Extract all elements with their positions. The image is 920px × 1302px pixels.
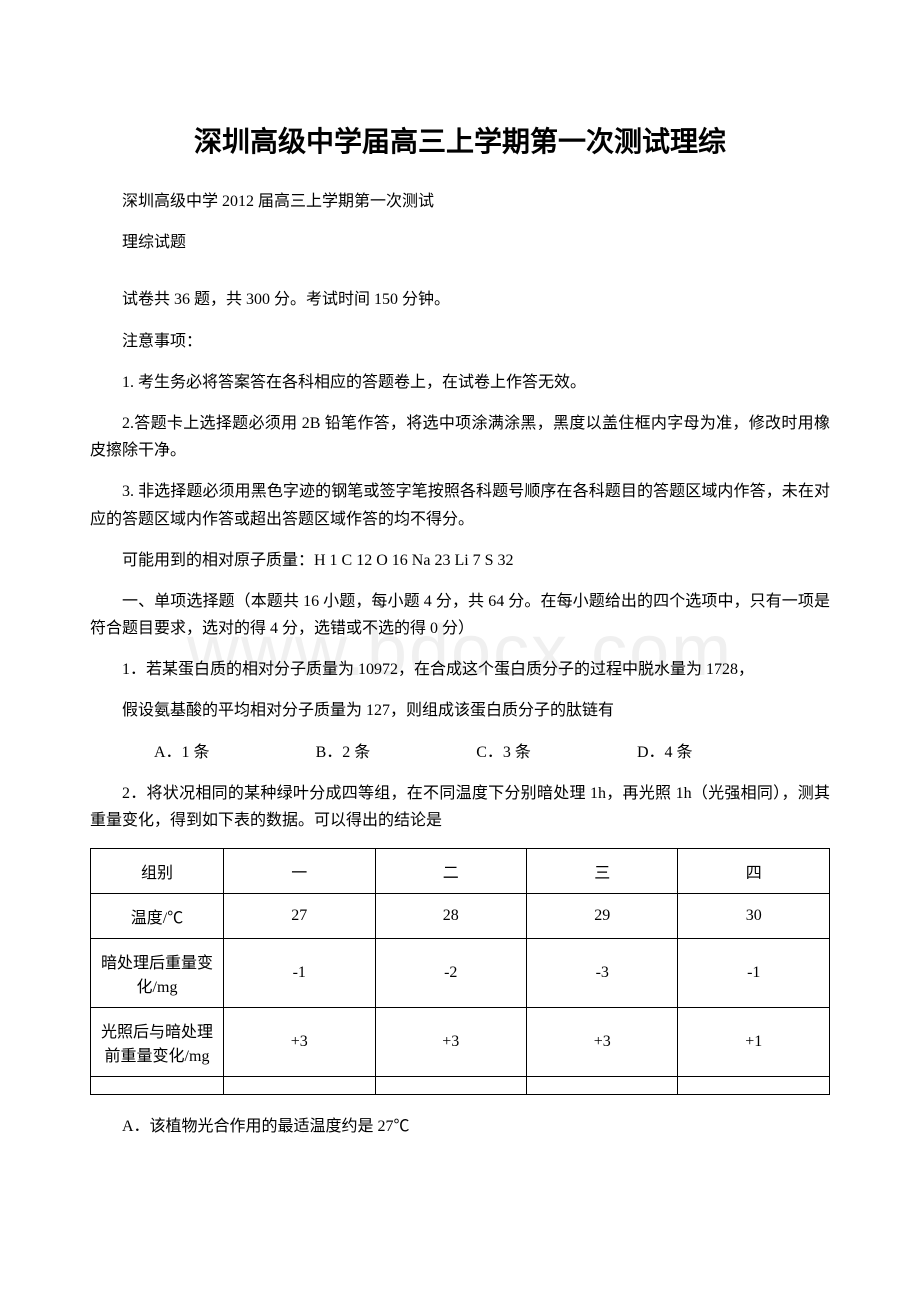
question-1-stem: 1．若某蛋白质的相对分子质量为 10972，在合成这个蛋白质分子的过程中脱水量为… [90, 656, 830, 683]
table-cell: 光照后与暗处理前重量变化/mg [91, 1008, 224, 1077]
table-cell: -2 [375, 939, 526, 1008]
table-row: 光照后与暗处理前重量变化/mg +3 +3 +3 +1 [91, 1008, 830, 1077]
table-cell: +3 [375, 1008, 526, 1077]
subtitle-school: 深圳高级中学 2012 届高三上学期第一次测试 [90, 188, 830, 215]
table-cell: 30 [678, 894, 830, 939]
table-cell: +1 [678, 1008, 830, 1077]
table-cell: 一 [224, 849, 375, 894]
question-1-options: A．1 条 B．2 条 C．3 条 D．4 条 [90, 739, 830, 766]
notice-item-3: 3. 非选择题必须用黑色字迹的钢笔或签字笔按照各科题号顺序在各科题目的答题区域内… [90, 478, 830, 532]
table-row: 暗处理后重量变化/mg -1 -2 -3 -1 [91, 939, 830, 1008]
question-2-stem: 2．将状况相同的某种绿叶分成四等组，在不同温度下分别暗处理 1h，再光照 1h（… [90, 780, 830, 834]
notice-item-1: 1. 考生务必将答案答在各科相应的答题卷上，在试卷上作答无效。 [90, 369, 830, 396]
data-table: 组别 一 二 三 四 温度/℃ 27 28 29 30 暗处理后重量变化/mg … [90, 848, 830, 1095]
table-cell [678, 1077, 830, 1095]
notice-item-2: 2.答题卡上选择题必须用 2B 铅笔作答，将选中项涂满涂黑，黑度以盖住框内字母为… [90, 410, 830, 464]
table-cell: +3 [224, 1008, 375, 1077]
table-cell: 温度/℃ [91, 894, 224, 939]
table-cell [91, 1077, 224, 1095]
option-b: B．2 条 [284, 739, 371, 766]
page-title: 深圳高级中学届高三上学期第一次测试理综 [90, 120, 830, 160]
table-row: 组别 一 二 三 四 [91, 849, 830, 894]
question-1-cont: 假设氨基酸的平均相对分子质量为 127，则组成该蛋白质分子的肽链有 [90, 697, 830, 724]
section-1-heading: 一、单项选择题（本题共 16 小题，每小题 4 分，共 64 分。在每小题给出的… [90, 588, 830, 642]
table-cell: 暗处理后重量变化/mg [91, 939, 224, 1008]
table-cell: 27 [224, 894, 375, 939]
table-cell: -1 [224, 939, 375, 1008]
table-cell: 29 [526, 894, 677, 939]
table-cell [224, 1077, 375, 1095]
table-row-empty [91, 1077, 830, 1095]
exam-info: 试卷共 36 题，共 300 分。考试时间 150 分钟。 [90, 286, 830, 313]
table-cell: 三 [526, 849, 677, 894]
table-row: 温度/℃ 27 28 29 30 [91, 894, 830, 939]
table-cell: 四 [678, 849, 830, 894]
table-cell: -3 [526, 939, 677, 1008]
table-cell: +3 [526, 1008, 677, 1077]
option-d: D．4 条 [605, 739, 693, 766]
table-cell: 组别 [91, 849, 224, 894]
table-cell [526, 1077, 677, 1095]
table-cell: -1 [678, 939, 830, 1008]
table-cell: 28 [375, 894, 526, 939]
option-a: A．1 条 [122, 739, 210, 766]
table-cell [375, 1077, 526, 1095]
table-cell: 二 [375, 849, 526, 894]
subtitle-subject: 理综试题 [90, 229, 830, 256]
option-c: C．3 条 [444, 739, 531, 766]
notice-heading: 注意事项： [90, 328, 830, 355]
atomic-mass: 可能用到的相对原子质量：H 1 C 12 O 16 Na 23 Li 7 S 3… [90, 547, 830, 574]
question-2-option-a: A．该植物光合作用的最适温度约是 27℃ [90, 1113, 830, 1140]
